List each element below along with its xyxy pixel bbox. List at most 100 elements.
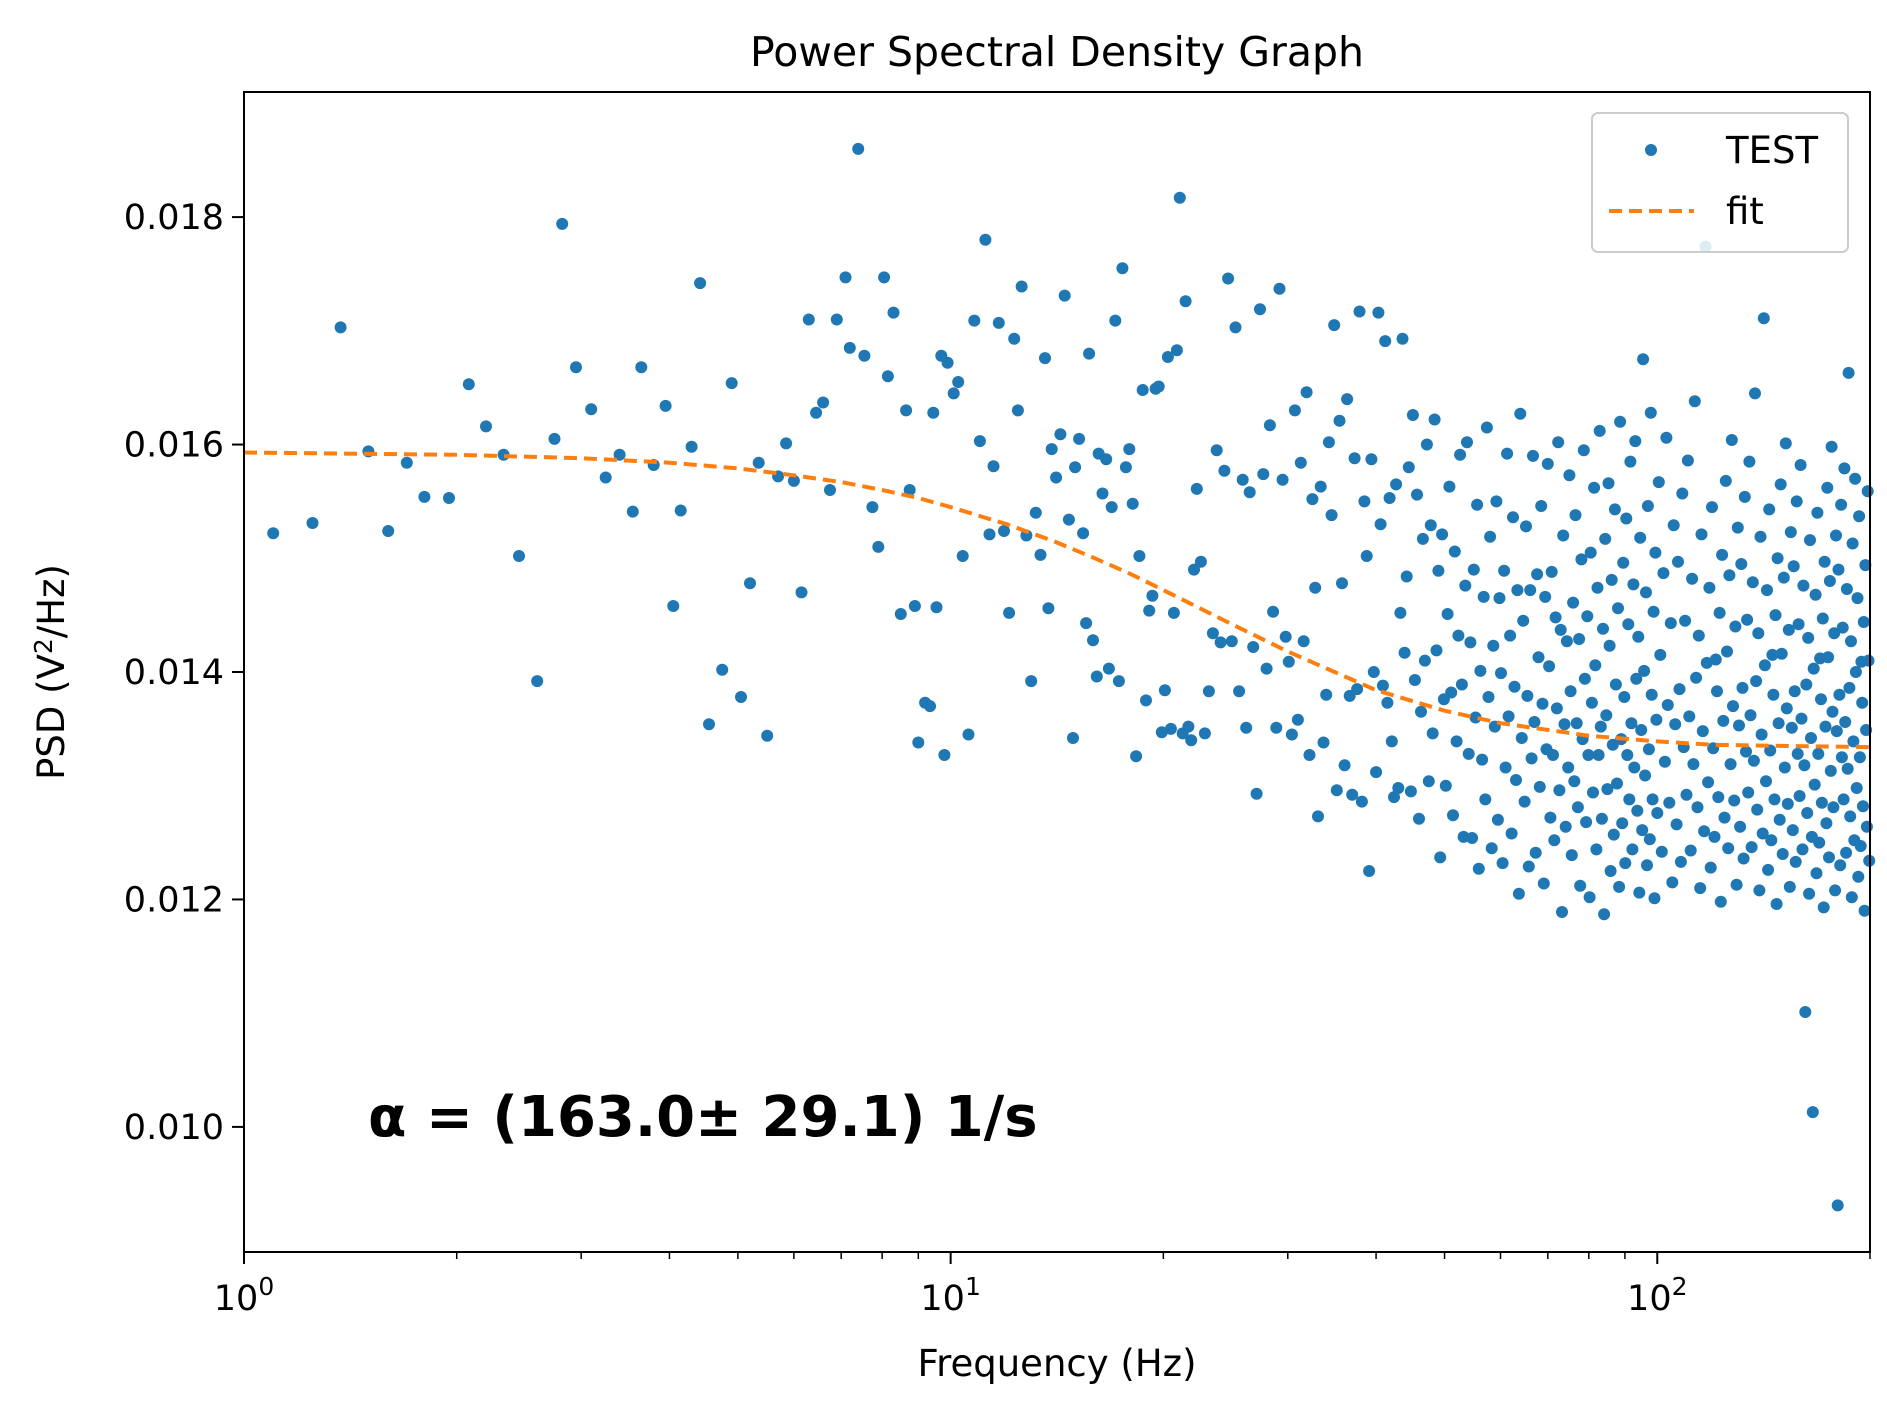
- data-point: [1791, 747, 1804, 760]
- data-point: [1408, 674, 1421, 686]
- data-point: [1402, 461, 1415, 474]
- data-point: [1498, 564, 1511, 577]
- data-point: [1807, 662, 1820, 675]
- data-point: [1645, 688, 1658, 701]
- data-point: [1558, 718, 1571, 731]
- data-point: [1714, 895, 1727, 908]
- data-point: [1487, 639, 1500, 652]
- data-point: [1325, 509, 1338, 522]
- data-point: [1164, 722, 1177, 735]
- data-point: [1173, 191, 1186, 204]
- data-point: [1553, 784, 1566, 797]
- data-point: [1606, 738, 1619, 751]
- data-point: [1583, 891, 1596, 904]
- data-point: [1582, 749, 1595, 761]
- data-point: [1711, 685, 1723, 698]
- data-point: [1782, 623, 1795, 636]
- data-point: [1755, 728, 1768, 741]
- data-point: [1015, 280, 1028, 293]
- data-point: [1650, 713, 1663, 726]
- data-point: [1648, 892, 1661, 905]
- x-axis-label: Frequency (Hz): [917, 1342, 1196, 1385]
- data-point: [1723, 569, 1736, 582]
- data-point: [1309, 581, 1322, 594]
- data-point: [1793, 790, 1806, 802]
- data-point: [1589, 659, 1602, 672]
- data-point: [443, 492, 455, 504]
- y-axis-ticks: 0.010 0.012 0.014 0.016 0.018: [124, 198, 244, 1148]
- data-point: [1294, 456, 1307, 469]
- data-point: [1604, 865, 1617, 877]
- data-point: [1365, 453, 1378, 466]
- data-point: [1003, 606, 1016, 619]
- data-point: [1524, 584, 1537, 597]
- data-point: [924, 700, 936, 713]
- data-point: [1560, 635, 1573, 648]
- data-point: [1559, 820, 1572, 833]
- data-point: [1250, 787, 1263, 800]
- data-point: [1484, 530, 1497, 543]
- data-point: [1136, 384, 1149, 396]
- data-point: [1312, 810, 1324, 823]
- data-point: [1816, 612, 1829, 625]
- data-point: [1140, 694, 1152, 707]
- data-point: [1314, 480, 1327, 493]
- data-point: [968, 314, 981, 327]
- data-point: [1735, 558, 1748, 570]
- data-point: [1635, 724, 1648, 736]
- data-point: [716, 663, 729, 676]
- data-point: [1839, 716, 1852, 728]
- data-point: [1367, 666, 1380, 678]
- data-point: [1351, 683, 1364, 696]
- data-point: [1858, 904, 1871, 917]
- data-point: [1587, 786, 1599, 799]
- data-point: [1170, 344, 1183, 357]
- x-tick-exponent: 1: [965, 1272, 981, 1301]
- data-point: [1376, 679, 1389, 692]
- y-tick-label: 0.012: [124, 880, 224, 920]
- data-point: [1637, 353, 1650, 366]
- data-point: [1413, 812, 1425, 825]
- data-point: [1549, 611, 1562, 624]
- data-point: [1222, 272, 1235, 285]
- data-point: [1372, 306, 1385, 319]
- data-point: [1833, 688, 1846, 701]
- data-point: [1845, 891, 1858, 904]
- data-point: [1622, 618, 1635, 631]
- data-point: [1322, 436, 1335, 449]
- data-point: [1789, 855, 1802, 868]
- data-point: [1819, 720, 1832, 733]
- data-point: [1482, 691, 1495, 703]
- data-point: [1852, 870, 1865, 883]
- data-point: [930, 601, 943, 614]
- data-point: [1651, 807, 1664, 819]
- data-point: [1450, 735, 1463, 748]
- data-point: [1822, 651, 1835, 664]
- data-point: [1698, 825, 1711, 838]
- data-point: [1770, 898, 1783, 910]
- data-point: [1547, 749, 1559, 761]
- data-point: [1083, 347, 1096, 360]
- data-point: [998, 525, 1010, 537]
- data-point: [1824, 764, 1837, 777]
- data-point: [1667, 519, 1680, 532]
- data-point: [1643, 833, 1656, 846]
- data-point: [1520, 520, 1532, 533]
- data-point: [1688, 395, 1701, 408]
- data-point: [1077, 527, 1090, 540]
- data-point: [1502, 710, 1515, 723]
- data-point: [824, 484, 836, 496]
- data-point: [1404, 785, 1417, 798]
- data-point: [1360, 550, 1373, 562]
- data-point: [1531, 568, 1544, 581]
- data-point: [1233, 685, 1246, 698]
- data-point: [400, 456, 413, 469]
- data-point: [1485, 842, 1498, 855]
- data-point: [1279, 630, 1292, 643]
- y-axis-label: PSD (V2/Hz): [29, 564, 73, 780]
- data-point: [1844, 810, 1857, 823]
- data-point: [1570, 717, 1583, 730]
- data-point: [1363, 865, 1376, 877]
- data-point: [1434, 851, 1447, 864]
- data-point: [1008, 332, 1021, 345]
